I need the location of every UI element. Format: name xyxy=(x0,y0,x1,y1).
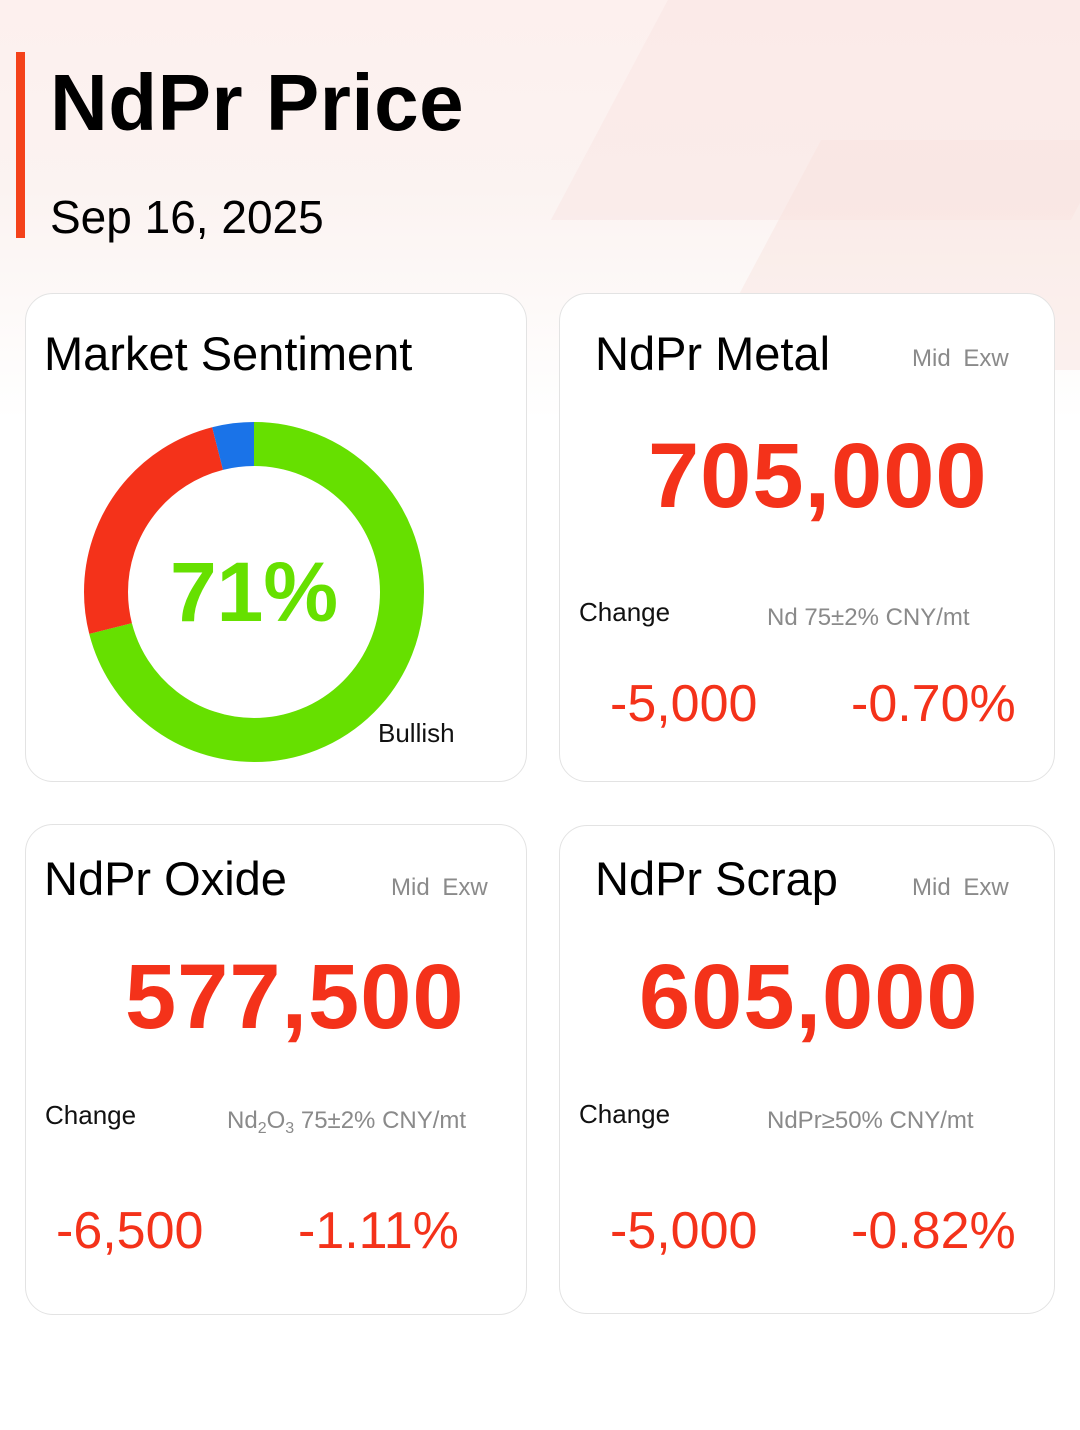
donut-segment-bearish xyxy=(84,422,424,762)
page-date: Sep 16, 2025 xyxy=(50,191,324,243)
title-accent-bar xyxy=(16,52,25,238)
ndpr-metal-card: NdPr Metal Mid Exw 705,000 Change Nd 75±… xyxy=(559,293,1055,782)
oxide-price-basis: Mid Exw xyxy=(391,874,488,901)
oxide-change-percent: -1.11% xyxy=(298,1202,459,1260)
metal-price-basis: Mid Exw xyxy=(912,345,1009,372)
oxide-change-label: Change xyxy=(45,1100,137,1130)
scrap-price-basis: Mid Exw xyxy=(912,874,1009,901)
scrap-title: NdPr Scrap xyxy=(595,852,838,905)
oxide-spec: Nd2O3 75±2% CNY/mt xyxy=(227,1107,467,1137)
sentiment-label: Bullish xyxy=(378,718,455,748)
ndpr-oxide-card: NdPr Oxide Mid Exw 577,500 Change Nd2O3 … xyxy=(25,824,527,1315)
sentiment-percent: 71% xyxy=(169,544,339,639)
scrap-change-absolute: -5,000 xyxy=(610,1202,758,1260)
metal-change-percent: -0.70% xyxy=(851,675,1016,733)
scrap-spec: NdPr≥50% CNY/mt xyxy=(767,1107,974,1134)
metal-spec: Nd 75±2% CNY/mt xyxy=(767,604,970,631)
sentiment-title: Market Sentiment xyxy=(44,327,413,380)
metal-price: 705,000 xyxy=(648,425,988,527)
page-title: NdPr Price xyxy=(50,58,465,147)
market-sentiment-card: Market Sentiment 71% Bullish xyxy=(25,293,527,782)
scrap-price: 605,000 xyxy=(639,946,979,1048)
ndpr-scrap-card: NdPr Scrap Mid Exw 605,000 Change NdPr≥5… xyxy=(559,825,1055,1314)
metal-change-label: Change xyxy=(579,597,671,627)
donut-segment-neutral xyxy=(84,422,424,762)
scrap-change-label: Change xyxy=(579,1099,671,1129)
metal-title: NdPr Metal xyxy=(595,327,831,380)
sentiment-donut-chart xyxy=(84,422,424,762)
metal-change-absolute: -5,000 xyxy=(610,675,758,733)
oxide-change-absolute: -6,500 xyxy=(56,1202,204,1260)
oxide-price: 577,500 xyxy=(125,946,465,1048)
scrap-change-percent: -0.82% xyxy=(851,1202,1016,1260)
oxide-title: NdPr Oxide xyxy=(44,852,287,905)
